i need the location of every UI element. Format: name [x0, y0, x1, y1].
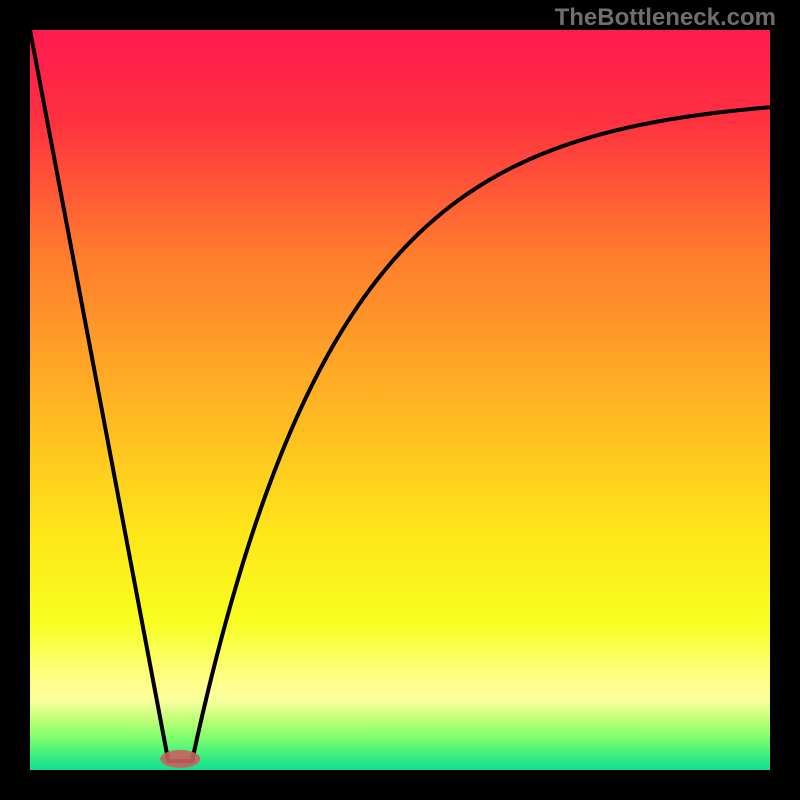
chart-frame: TheBottleneck.com	[0, 0, 800, 800]
gradient-background	[30, 30, 770, 770]
watermark-text: TheBottleneck.com	[555, 4, 776, 32]
plot-area	[30, 30, 770, 770]
